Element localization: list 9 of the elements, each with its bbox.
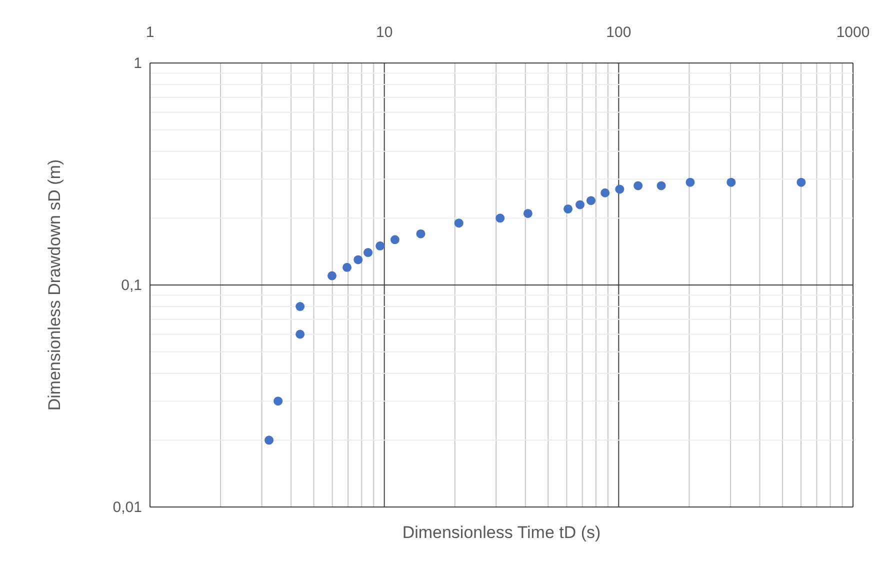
y-tick-label: 0,1: [121, 277, 142, 294]
x-axis-title: Dimensionless Time tD (s): [402, 523, 601, 542]
x-tick-label: 100: [606, 24, 632, 41]
y-tick-label: 1: [134, 55, 142, 72]
x-tick-label: 1000: [836, 24, 870, 41]
y-axis-title: Dimensionless Drawdown sD (m): [45, 159, 64, 411]
x-tick-label: 10: [376, 24, 393, 41]
x-tick-label: 1: [146, 24, 154, 41]
y-tick-label: 0,01: [112, 499, 142, 516]
